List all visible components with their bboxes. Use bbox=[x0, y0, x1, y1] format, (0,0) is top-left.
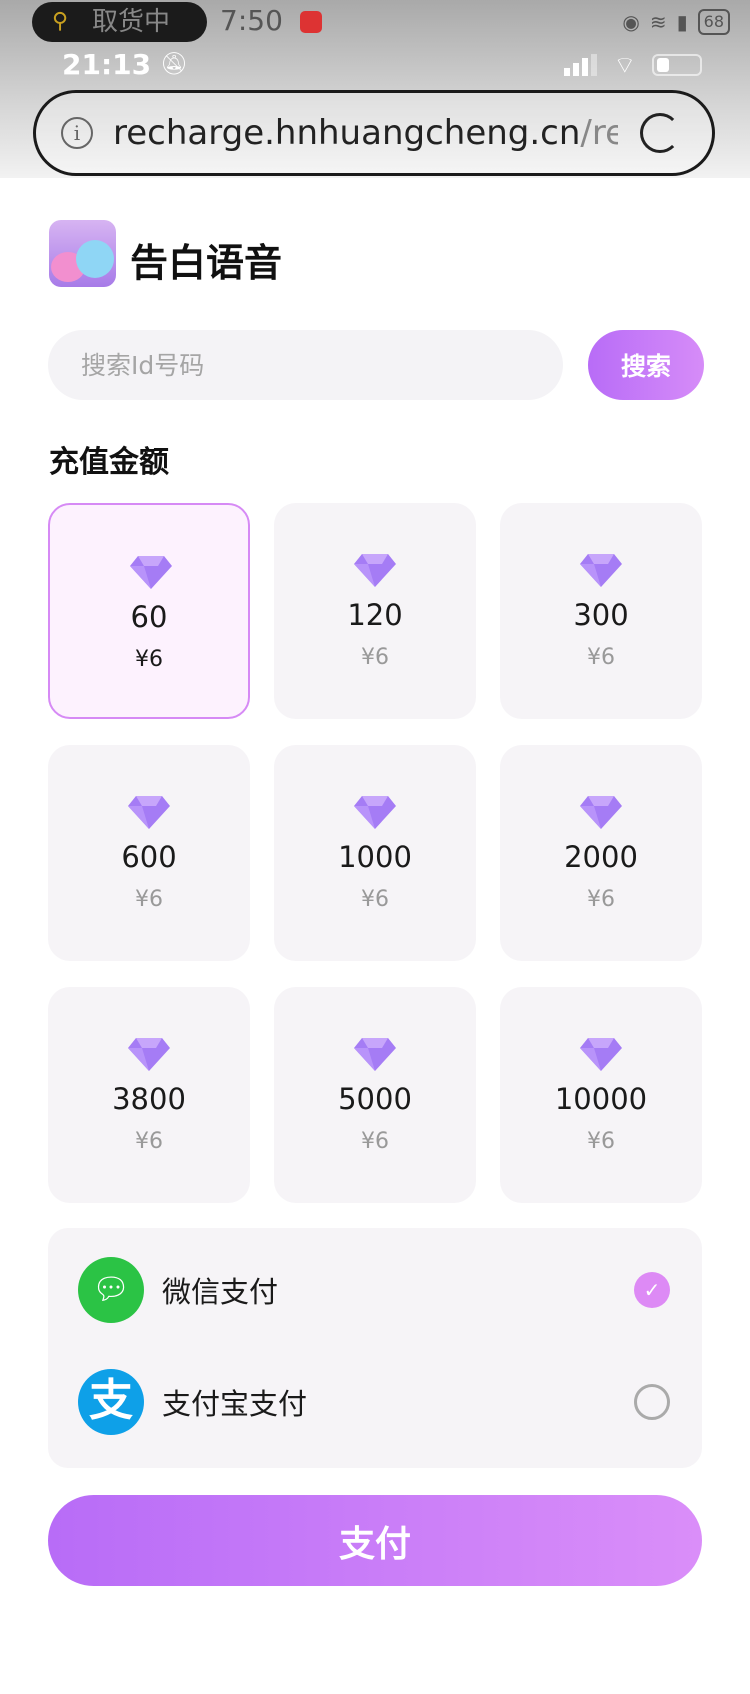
package-price: ¥6 bbox=[361, 1129, 389, 1154]
wifi-6-icon: ≋ bbox=[649, 10, 667, 34]
mute-bell-icon: 🔕︎ bbox=[160, 52, 188, 77]
url-text[interactable]: recharge.hnhuangcheng.cn/rect bbox=[113, 113, 618, 153]
diamond-amount: 60 bbox=[130, 600, 168, 634]
status-clock: 21:13 bbox=[62, 48, 152, 81]
package-card-1000[interactable]: 1000 ¥6 bbox=[274, 745, 476, 961]
delivery-icon: ⚲ bbox=[52, 9, 69, 34]
package-card-60[interactable]: 60 ¥6 bbox=[48, 503, 250, 719]
diamond-icon bbox=[354, 796, 396, 829]
package-card-300[interactable]: 300 ¥6 bbox=[500, 503, 702, 719]
package-price: ¥6 bbox=[135, 647, 163, 672]
package-price: ¥6 bbox=[587, 645, 615, 670]
pay-button[interactable]: 支付 bbox=[48, 1495, 702, 1586]
package-price: ¥6 bbox=[361, 887, 389, 912]
diamond-amount: 1000 bbox=[338, 840, 412, 874]
package-card-600[interactable]: 600 ¥6 bbox=[48, 745, 250, 961]
package-price: ¥6 bbox=[587, 1129, 615, 1154]
payment-option-wechat[interactable]: 💬︎ 微信支付 ✓ bbox=[48, 1240, 702, 1340]
search-button[interactable]: 搜索 bbox=[588, 330, 704, 400]
battery-secondary: 68 bbox=[697, 9, 730, 35]
system-icons: ⌔ bbox=[564, 50, 702, 80]
diamond-icon bbox=[354, 1038, 396, 1071]
package-card-120[interactable]: 120 ¥6 bbox=[274, 503, 476, 719]
payment-label: 微信支付 bbox=[162, 1275, 279, 1309]
diamond-amount: 3800 bbox=[112, 1082, 186, 1116]
diamond-icon bbox=[128, 796, 170, 829]
reload-icon[interactable] bbox=[640, 113, 680, 153]
diamond-amount: 300 bbox=[573, 598, 629, 632]
wechat-icon: 💬︎ bbox=[78, 1257, 144, 1323]
search-id-input[interactable] bbox=[48, 330, 563, 400]
site-info-icon[interactable]: i bbox=[61, 117, 93, 149]
phone-status-and-browser-bar: ⚲ 取货中 7:50 21:13 🔕︎ ◉ ≋ ▮ 68 ⌔ i recharg… bbox=[0, 0, 750, 178]
diamond-icon bbox=[130, 556, 172, 589]
payment-option-alipay[interactable]: 支 支付宝支付 bbox=[48, 1352, 702, 1452]
alipay-icon: 支 bbox=[78, 1369, 144, 1435]
package-card-3800[interactable]: 3800 ¥6 bbox=[48, 987, 250, 1203]
diamond-amount: 2000 bbox=[564, 840, 638, 874]
diamond-icon bbox=[580, 796, 622, 829]
diamond-amount: 5000 bbox=[338, 1082, 412, 1116]
diamond-icon bbox=[580, 1038, 622, 1071]
app-title: 告白语音 bbox=[130, 241, 283, 285]
diamond-icon bbox=[580, 554, 622, 587]
secondary-system-icons: ◉ ≋ ▮ 68 bbox=[622, 6, 730, 38]
diamond-amount: 600 bbox=[121, 840, 177, 874]
diamond-icon bbox=[128, 1038, 170, 1071]
recharge-amount-heading: 充值金额 bbox=[49, 445, 169, 480]
diamond-amount: 120 bbox=[347, 598, 403, 632]
eye-icon: ◉ bbox=[622, 10, 640, 34]
payment-methods: 💬︎ 微信支付 ✓ 支 支付宝支付 bbox=[48, 1228, 702, 1468]
package-price: ¥6 bbox=[361, 645, 389, 670]
package-card-5000[interactable]: 5000 ¥6 bbox=[274, 987, 476, 1203]
package-card-2000[interactable]: 2000 ¥6 bbox=[500, 745, 702, 961]
notification-pill[interactable]: ⚲ 取货中 bbox=[32, 2, 207, 42]
payment-label: 支付宝支付 bbox=[162, 1387, 308, 1421]
url-host: recharge.hnhuangcheng.cn bbox=[113, 113, 581, 153]
url-path: /rect bbox=[580, 113, 618, 153]
signal-bars-icon bbox=[564, 54, 598, 76]
package-price: ¥6 bbox=[135, 887, 163, 912]
checked-radio-icon[interactable]: ✓ bbox=[634, 1272, 670, 1308]
signal-icon: ▮ bbox=[676, 10, 688, 34]
battery-icon bbox=[652, 54, 702, 76]
pill-text: 取货中 bbox=[92, 7, 171, 37]
package-price: ¥6 bbox=[587, 887, 615, 912]
secondary-clock: 7:50 bbox=[220, 4, 283, 37]
app-logo bbox=[49, 220, 116, 287]
package-card-10000[interactable]: 10000 ¥6 bbox=[500, 987, 702, 1203]
address-bar[interactable]: i recharge.hnhuangcheng.cn/rect bbox=[33, 90, 715, 176]
diamond-icon bbox=[354, 554, 396, 587]
recording-icon bbox=[300, 11, 322, 33]
unchecked-radio-icon[interactable] bbox=[634, 1384, 670, 1420]
wifi-icon: ⌔ bbox=[613, 51, 636, 79]
diamond-amount: 10000 bbox=[554, 1082, 648, 1116]
package-price: ¥6 bbox=[135, 1129, 163, 1154]
